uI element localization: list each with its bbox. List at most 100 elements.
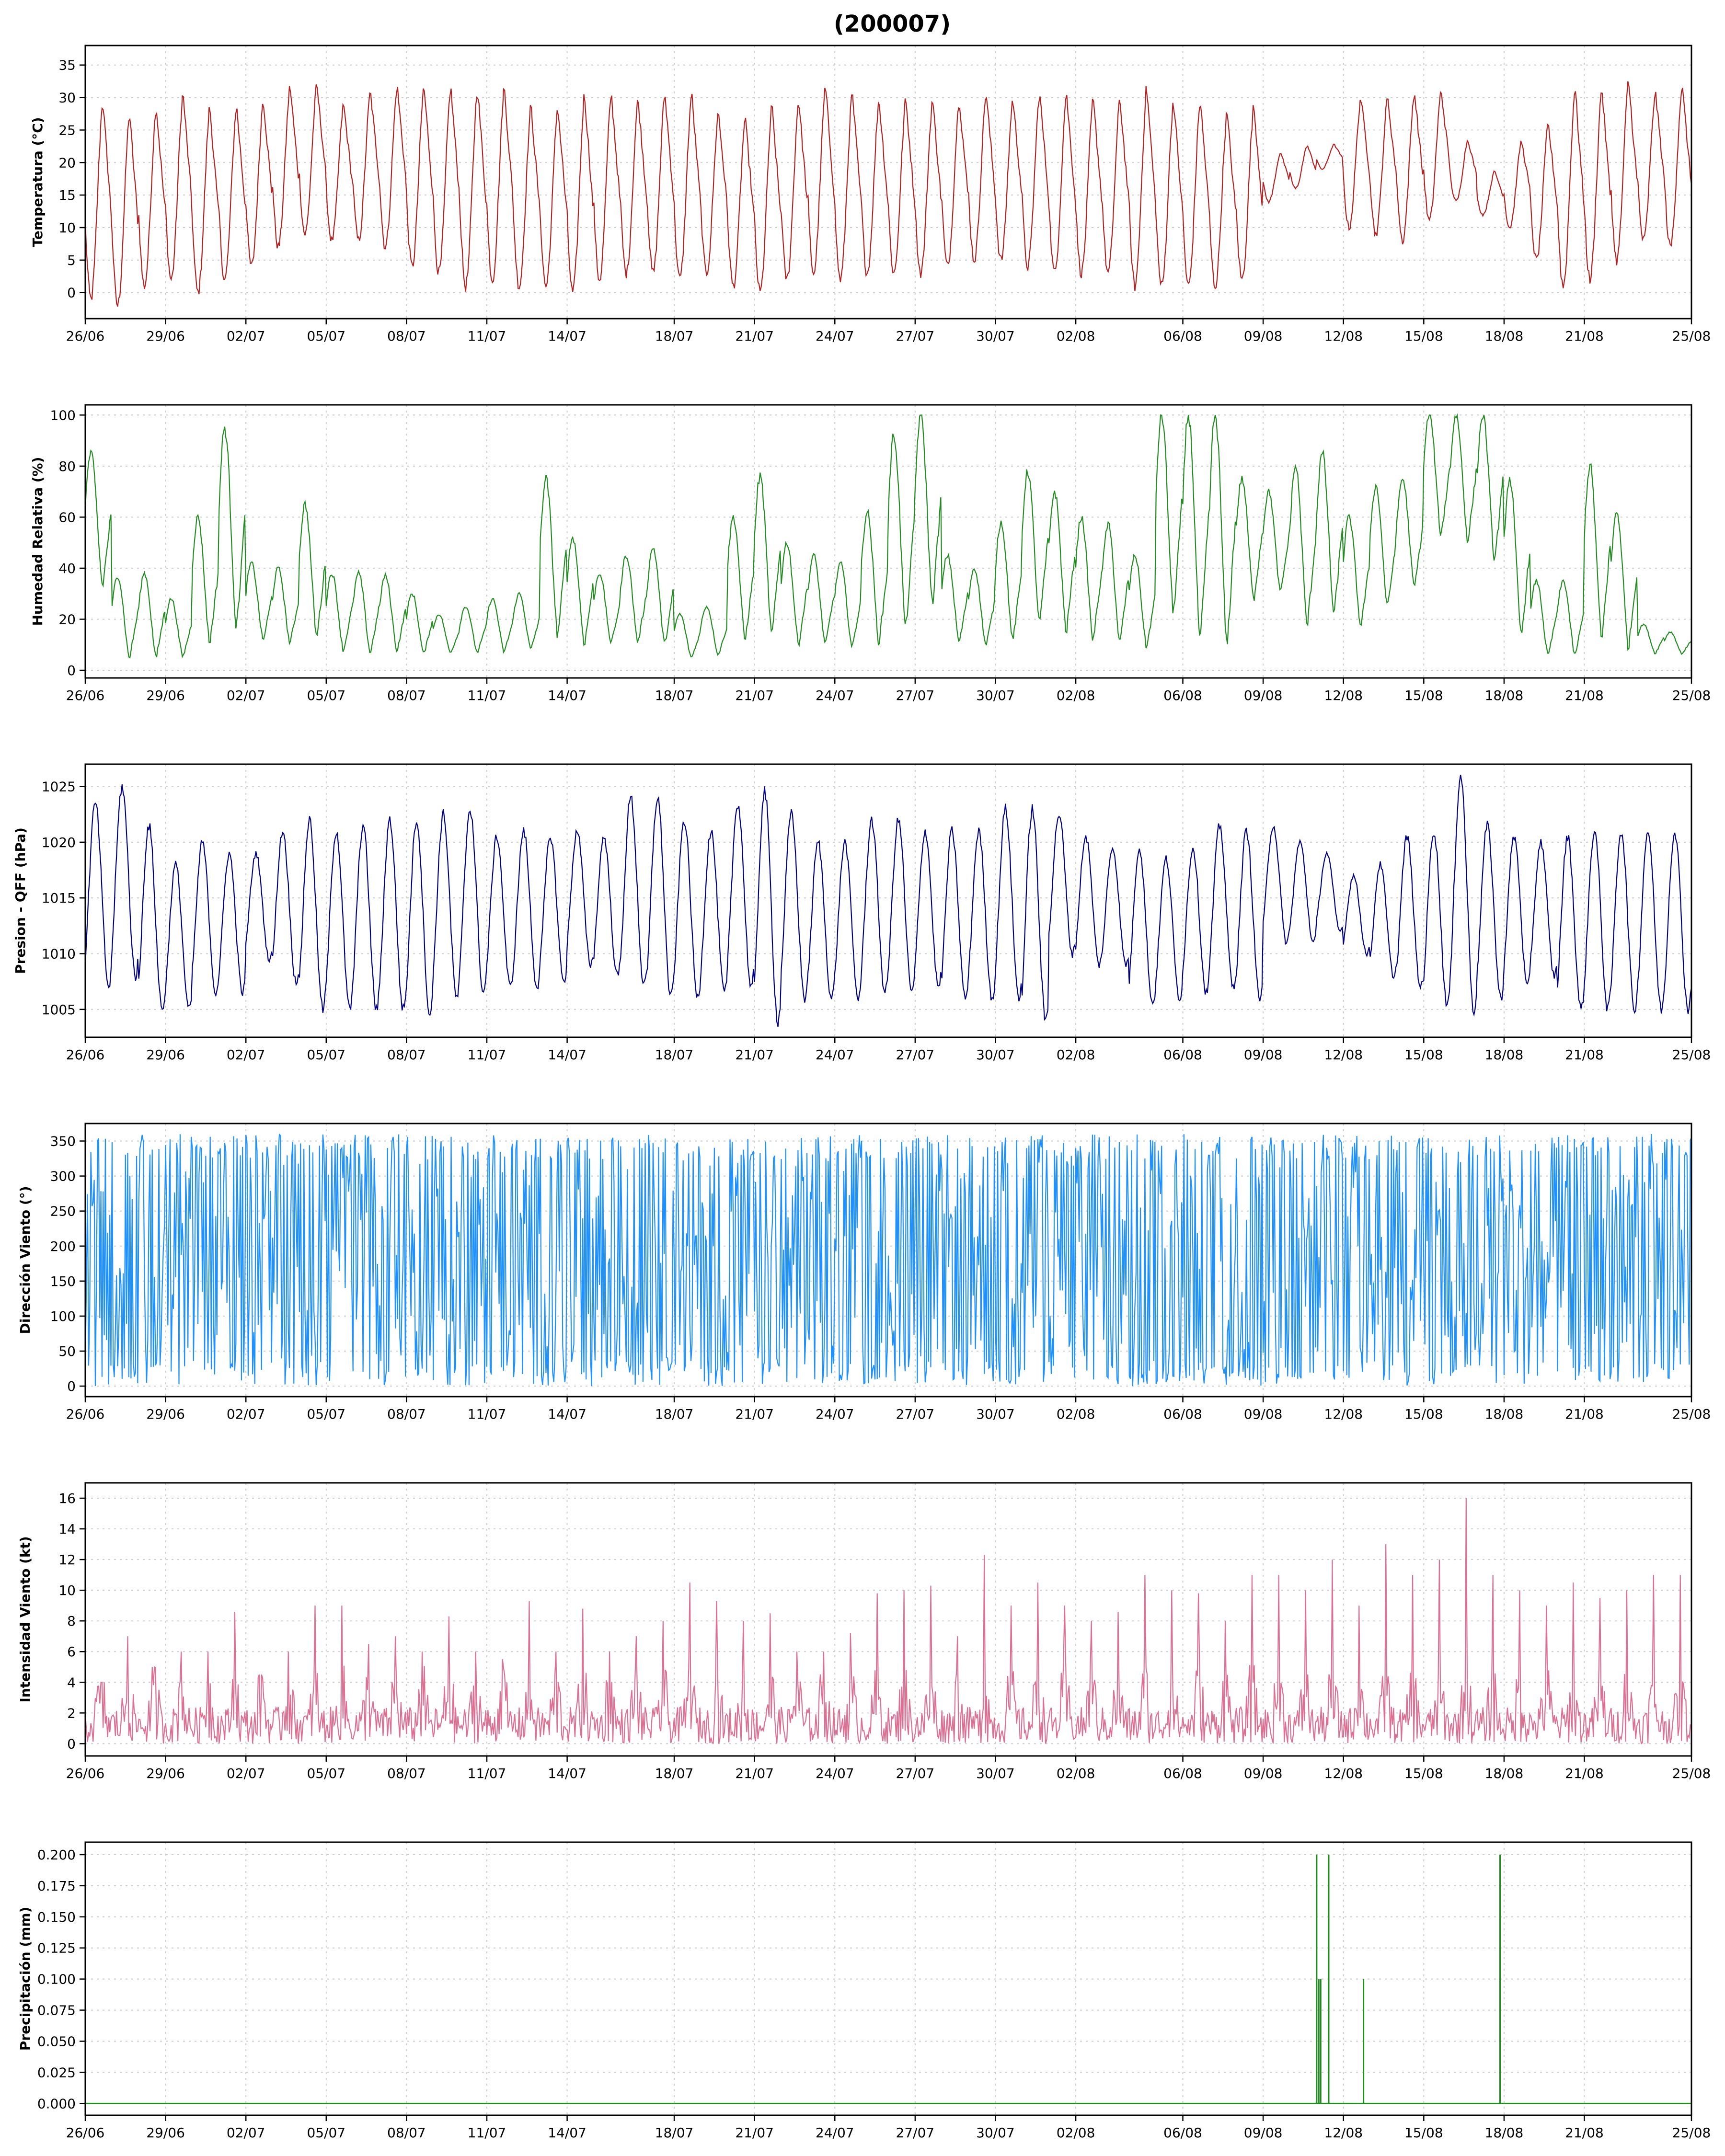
x-tick-label: 21/08 — [1565, 2125, 1604, 2141]
y-tick-label: 20 — [58, 611, 76, 627]
panel-3: 26/06 29/06 02/07 05/07 08/07 11/07 14/07 18/07… — [12, 763, 1711, 1063]
y-tick-label: 0.200 — [37, 1847, 76, 1863]
series-line — [84, 1498, 1692, 1745]
y-tick-label: 250 — [50, 1204, 76, 1219]
x-tick-label: 11/07 — [468, 2125, 506, 2141]
y-tick-label: 40 — [58, 561, 76, 576]
y-tick-label: 14 — [58, 1521, 76, 1537]
x-tick-label: 18/08 — [1485, 688, 1524, 703]
x-tick-label: 18/07 — [655, 1047, 694, 1063]
x-tick-label: 21/08 — [1565, 1406, 1604, 1422]
y-axis-label: Temperatura (°C) — [30, 117, 46, 247]
y-tick-label: 12 — [58, 1552, 76, 1568]
x-tick-label: 06/08 — [1163, 1766, 1202, 1781]
x-tick-label: 14/07 — [548, 688, 586, 703]
plot-frame — [84, 763, 1692, 1038]
x-tick-label: 06/08 — [1163, 328, 1202, 344]
x-tick-label: 29/06 — [146, 1047, 185, 1063]
x-tick-label: 30/07 — [976, 688, 1015, 703]
x-tick-label: 21/07 — [735, 2125, 774, 2141]
y-tick-label: 1005 — [42, 1002, 76, 1018]
x-tick-label: 05/07 — [307, 1047, 345, 1063]
x-tick-label: 12/08 — [1324, 328, 1363, 344]
x-tick-label: 21/07 — [735, 328, 774, 344]
y-tick-label: 50 — [58, 1343, 76, 1359]
x-tick-label: 18/07 — [655, 1766, 694, 1781]
series-line — [84, 774, 1692, 1027]
y-tick-label: 8 — [67, 1613, 76, 1629]
x-tick-label: 24/07 — [816, 688, 854, 703]
x-tick-label: 08/07 — [387, 1406, 426, 1422]
y-tick-label: 1015 — [42, 890, 76, 906]
y-tick-label: 350 — [50, 1134, 76, 1149]
x-tick-label: 02/08 — [1057, 328, 1095, 344]
x-tick-label: 12/08 — [1324, 1047, 1363, 1063]
y-tick-label: 20 — [58, 155, 76, 171]
y-tick-label: 0 — [67, 285, 76, 301]
y-tick-label: 0 — [67, 663, 76, 678]
x-tick-label: 24/07 — [816, 1766, 854, 1781]
x-tick-label: 18/07 — [655, 2125, 694, 2141]
x-tick-label: 08/07 — [387, 1047, 426, 1063]
x-tick-label: 21/07 — [735, 1047, 774, 1063]
x-tick-label: 18/08 — [1485, 2125, 1524, 2141]
x-tick-label: 25/08 — [1672, 688, 1711, 703]
x-tick-label: 06/08 — [1163, 1047, 1202, 1063]
y-tick-label: 15 — [58, 187, 76, 203]
x-tick-label: 21/08 — [1565, 688, 1604, 703]
y-tick-label: 300 — [50, 1169, 76, 1184]
series-line — [84, 413, 1692, 659]
x-tick-label: 08/07 — [387, 328, 426, 344]
panels: 26/06 29/06 02/07 05/07 08/07 11/07 14/07 18/07… — [12, 45, 1711, 2141]
x-tick-label: 09/08 — [1244, 328, 1283, 344]
x-tick-label: 27/07 — [896, 1047, 935, 1063]
x-tick-label: 30/07 — [976, 1406, 1015, 1422]
x-tick-label: 02/07 — [227, 688, 265, 703]
x-tick-label: 24/07 — [816, 2125, 854, 2141]
x-tick-label: 15/08 — [1404, 688, 1443, 703]
x-tick-label: 21/08 — [1565, 1047, 1604, 1063]
y-tick-label: 80 — [58, 459, 76, 474]
series-line — [84, 81, 1692, 307]
x-tick-label: 26/06 — [66, 688, 105, 703]
x-tick-label: 02/08 — [1057, 1766, 1095, 1781]
x-tick-label: 15/08 — [1404, 328, 1443, 344]
x-tick-label: 25/08 — [1672, 1406, 1711, 1422]
x-tick-label: 29/06 — [146, 2125, 185, 2141]
x-tick-label: 14/07 — [548, 2125, 586, 2141]
y-tick-label: 0.150 — [37, 1909, 76, 1925]
x-tick-label: 02/08 — [1057, 688, 1095, 703]
x-tick-label: 18/08 — [1485, 1406, 1524, 1422]
x-tick-label: 18/07 — [655, 328, 694, 344]
x-tick-label: 09/08 — [1244, 2125, 1283, 2141]
y-tick-label: 1020 — [42, 835, 76, 850]
x-tick-label: 05/07 — [307, 2125, 345, 2141]
y-tick-label: 0.100 — [37, 1972, 76, 1987]
x-tick-label: 29/06 — [146, 1406, 185, 1422]
x-tick-label: 02/08 — [1057, 2125, 1095, 2141]
y-tick-label: 0 — [67, 1378, 76, 1394]
x-tick-label: 02/07 — [227, 328, 265, 344]
x-tick-label: 15/08 — [1404, 1047, 1443, 1063]
x-tick-label: 18/08 — [1485, 1047, 1524, 1063]
plot-frame — [84, 45, 1692, 320]
x-tick-label: 21/07 — [735, 688, 774, 703]
x-tick-label: 26/06 — [66, 328, 105, 344]
x-tick-label: 12/08 — [1324, 1766, 1363, 1781]
x-tick-label: 27/07 — [896, 1766, 935, 1781]
x-tick-label: 30/07 — [976, 1047, 1015, 1063]
x-tick-label: 18/07 — [655, 1406, 694, 1422]
y-tick-label: 100 — [50, 1308, 76, 1324]
x-tick-label: 25/08 — [1672, 1766, 1711, 1781]
y-tick-label: 60 — [58, 509, 76, 525]
y-tick-label: 0.075 — [37, 2003, 76, 2018]
x-tick-label: 18/08 — [1485, 1766, 1524, 1781]
x-tick-label: 09/08 — [1244, 1766, 1283, 1781]
x-tick-label: 02/07 — [227, 1406, 265, 1422]
x-tick-label: 21/08 — [1565, 328, 1604, 344]
x-tick-label: 12/08 — [1324, 688, 1363, 703]
x-tick-label: 25/08 — [1672, 328, 1711, 344]
y-tick-label: 1010 — [42, 946, 76, 962]
y-tick-label: 0.125 — [37, 1940, 76, 1956]
x-tick-label: 08/07 — [387, 688, 426, 703]
